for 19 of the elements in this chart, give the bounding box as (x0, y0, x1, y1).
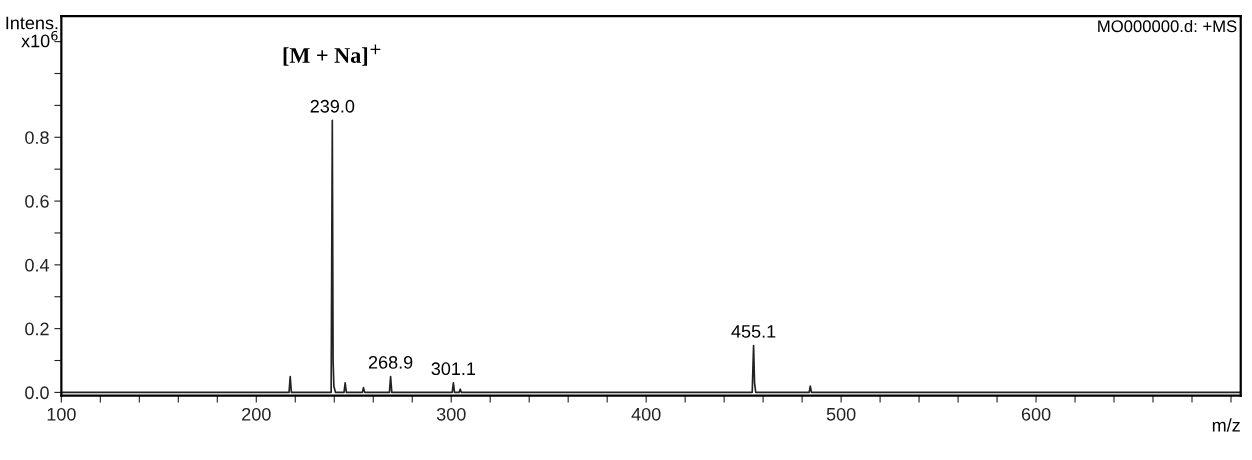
x-tick-label: 600 (1021, 407, 1051, 421)
annotation: 455.1 (731, 325, 776, 338)
y-tick-label: 0.2 (25, 322, 49, 336)
x-tick-label: 400 (631, 407, 661, 421)
x-tick-label: 100 (47, 407, 76, 421)
y-tick-label: 0.4 (25, 258, 50, 272)
y-tick-label: 0.0 (25, 386, 49, 400)
y-tick-label: 0.6 (25, 195, 49, 208)
x-axis-title: m/z (1212, 418, 1240, 432)
x-tick-label: 200 (242, 407, 271, 421)
annotation: 301.1 (431, 362, 476, 376)
annotation: 268.9 (368, 355, 413, 369)
y-tick-label: 0.8 (25, 131, 49, 144)
x-tick-label: 300 (436, 407, 466, 421)
annotation: [M + Na]$^{+}$ (283, 44, 381, 66)
y-axis-title: Intens. x10$^{6}$ (6, 16, 58, 48)
x-tick-label: 500 (826, 407, 856, 421)
annotation: 239.0 (310, 99, 355, 113)
annotation: MO000000.d: +MS (1098, 19, 1237, 33)
